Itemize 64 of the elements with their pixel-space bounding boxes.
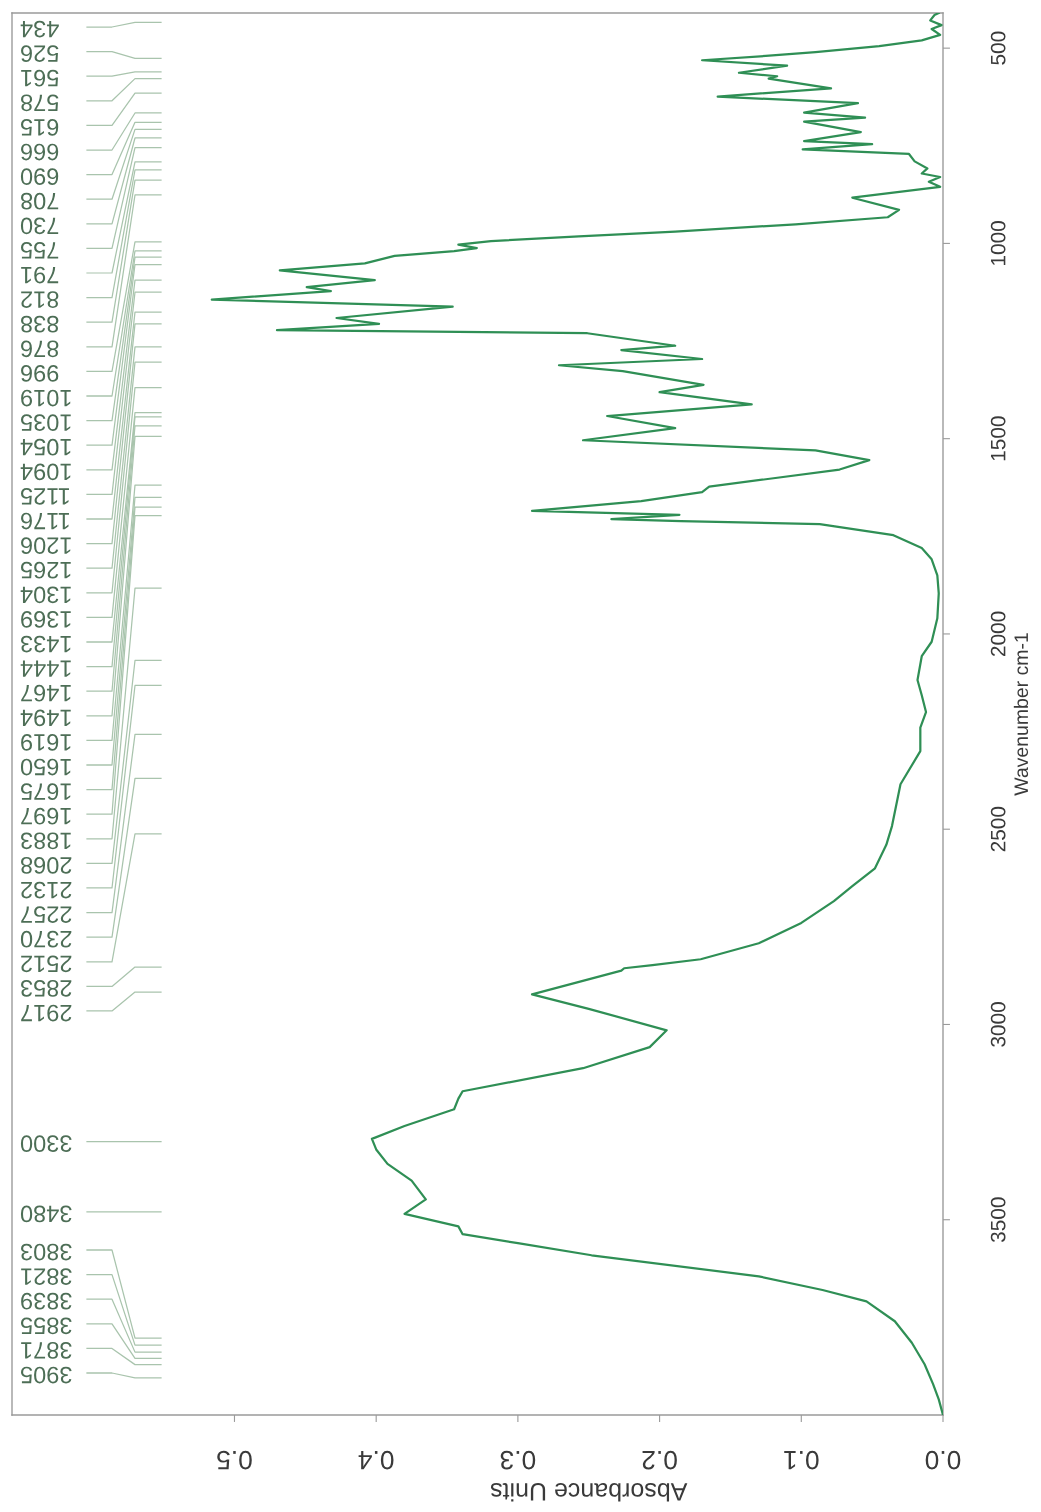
y-tick-label: 3500 (990, 1197, 1006, 1243)
annotation: 2068 (21, 857, 72, 874)
annotation: 1433 (21, 635, 71, 653)
y-tick-label: 500 (990, 31, 1006, 65)
annotation: 526 (21, 45, 59, 62)
annotation: 690 (20, 168, 59, 185)
annotation: 561 (21, 69, 59, 87)
annotation: 666 (21, 143, 59, 161)
x-tick-label: 0.3 (500, 1450, 536, 1470)
annotation: 1369 (21, 611, 71, 628)
annotation: 2132 (21, 881, 72, 899)
x-tick-label: 0.0 (925, 1450, 961, 1470)
annotation: 3300 (20, 1135, 72, 1153)
y-axis-title: Wavenumber cm-1 (1013, 633, 1029, 796)
annotation: 838 (21, 315, 59, 333)
annotation: 996 (21, 365, 59, 382)
annotation: 3905 (20, 1366, 72, 1384)
x-tick-label: 0.5 (217, 1450, 252, 1470)
annotation: 1265 (20, 561, 71, 579)
annotation: 1467 (21, 684, 71, 702)
annotation: 2512 (21, 955, 72, 973)
annotation: 2853 (21, 980, 72, 997)
annotation: 1304 (20, 586, 71, 604)
annotation: 1619 (21, 734, 71, 751)
annotation: 615 (20, 119, 59, 136)
annotation: 1125 (20, 488, 69, 505)
annotation: 791 (21, 266, 59, 284)
annotation: 1054 (20, 438, 71, 456)
annotation: 1883 (21, 832, 71, 850)
annotation: 1035 (20, 414, 71, 431)
y-tick-label: 2500 (990, 806, 1006, 852)
annotation: 2917 (21, 1004, 72, 1022)
y-tick-label: 1000 (990, 221, 1006, 265)
annotation: 708 (21, 192, 59, 210)
x-tick-label: 0.1 (784, 1450, 819, 1470)
annotation: 434 (20, 20, 59, 38)
annotation: 1650 (20, 758, 71, 776)
y-tick-label: 2000 (990, 611, 1006, 657)
annotation: 1675 (20, 783, 71, 800)
annotation: 1019 (21, 389, 71, 407)
y-tick-label: 3000 (990, 1002, 1006, 1047)
annotation: 3855 (20, 1317, 72, 1335)
annotation: 755 (20, 242, 59, 259)
annotation: 730 (20, 217, 59, 235)
annotation: 3803 (21, 1243, 72, 1261)
annotation: 1494 (20, 709, 71, 727)
x-tick-label: 0.4 (358, 1450, 394, 1470)
annotation: 1206 (21, 537, 71, 554)
annotation: 3839 (21, 1292, 72, 1310)
annotation: 1176 (21, 512, 69, 530)
annotation: 3821 (21, 1268, 72, 1285)
annotation: 1094 (20, 463, 71, 481)
annotation: 1697 (21, 807, 71, 825)
x-axis-title: Absorbance Units (490, 1483, 688, 1502)
annotation: 578 (21, 94, 59, 112)
annotation: 2370 (20, 930, 72, 948)
x-tick-label: 0.2 (642, 1450, 677, 1470)
annotation: 812 (21, 291, 59, 308)
annotation: 3871 (21, 1342, 72, 1359)
annotation: 1444 (20, 660, 71, 677)
annotation: 2257 (21, 906, 72, 923)
annotation: 876 (21, 340, 59, 358)
annotation: 3480 (20, 1205, 72, 1223)
y-tick-label: 1500 (990, 416, 1006, 461)
